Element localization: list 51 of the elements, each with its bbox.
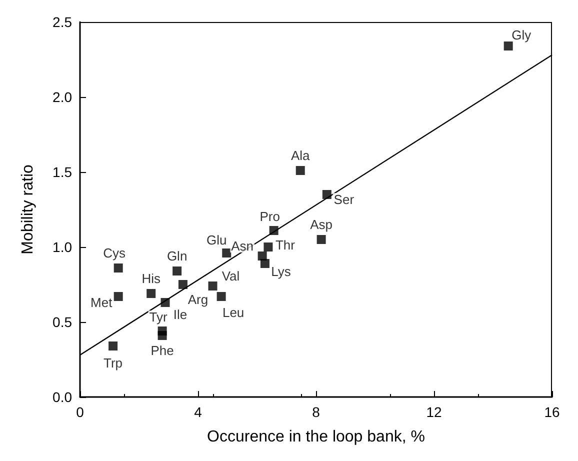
annotation: Ser bbox=[334, 192, 355, 207]
x-tick-label: 8 bbox=[312, 404, 320, 420]
point bbox=[222, 248, 232, 258]
point bbox=[208, 282, 218, 290]
annotation: Phe bbox=[150, 343, 174, 358]
point bbox=[264, 242, 273, 252]
annotation: His bbox=[142, 271, 161, 286]
annotation: Val bbox=[222, 268, 240, 284]
y-tick-label: 0.0 bbox=[52, 389, 72, 405]
annotation: Asn bbox=[231, 238, 254, 254]
x-tick-label: 12 bbox=[426, 404, 442, 420]
point bbox=[158, 331, 167, 340]
point bbox=[178, 280, 188, 289]
annotation: Arg bbox=[188, 292, 208, 307]
point bbox=[114, 292, 123, 301]
y-tick-label: 2.0 bbox=[52, 89, 72, 105]
point bbox=[114, 264, 123, 272]
x-tick-label: 16 bbox=[544, 404, 560, 420]
annotation: Ala bbox=[290, 148, 311, 163]
y-tick-label: 0.5 bbox=[52, 314, 72, 330]
x-tick-label: 0 bbox=[76, 404, 84, 420]
annotation: Trp bbox=[104, 356, 123, 370]
annotation: Cys bbox=[103, 246, 126, 260]
y-tick-label: 1.0 bbox=[52, 239, 72, 255]
annotation: Leu bbox=[222, 305, 244, 320]
point bbox=[160, 298, 170, 307]
x-axis-title: Occurence in the loop bank, % bbox=[207, 428, 425, 446]
y-tick-label: 2.5 bbox=[52, 14, 72, 30]
point bbox=[269, 226, 278, 235]
annotation: Ile bbox=[173, 307, 188, 322]
annotation: Glu bbox=[206, 232, 227, 248]
annotation: Thr bbox=[275, 238, 296, 252]
y-tick-label: 1.5 bbox=[52, 164, 72, 180]
x-tick-label: 4 bbox=[194, 404, 202, 420]
y-axis-title: Mobility ratio bbox=[20, 164, 36, 254]
point bbox=[108, 342, 118, 350]
annotation: Met bbox=[90, 295, 113, 310]
point bbox=[296, 166, 305, 175]
point bbox=[216, 292, 226, 301]
point bbox=[260, 259, 270, 268]
annotation: Pro bbox=[260, 209, 280, 224]
point bbox=[146, 289, 156, 298]
point bbox=[172, 266, 182, 276]
annotation: Gly bbox=[512, 28, 532, 42]
annotation: Gln bbox=[166, 248, 188, 264]
annotation: Lys bbox=[271, 264, 292, 279]
annotation: Asp bbox=[310, 217, 333, 232]
point bbox=[316, 235, 326, 244]
annotation: Tyr bbox=[149, 310, 168, 324]
point bbox=[322, 190, 332, 199]
point bbox=[504, 42, 513, 50]
